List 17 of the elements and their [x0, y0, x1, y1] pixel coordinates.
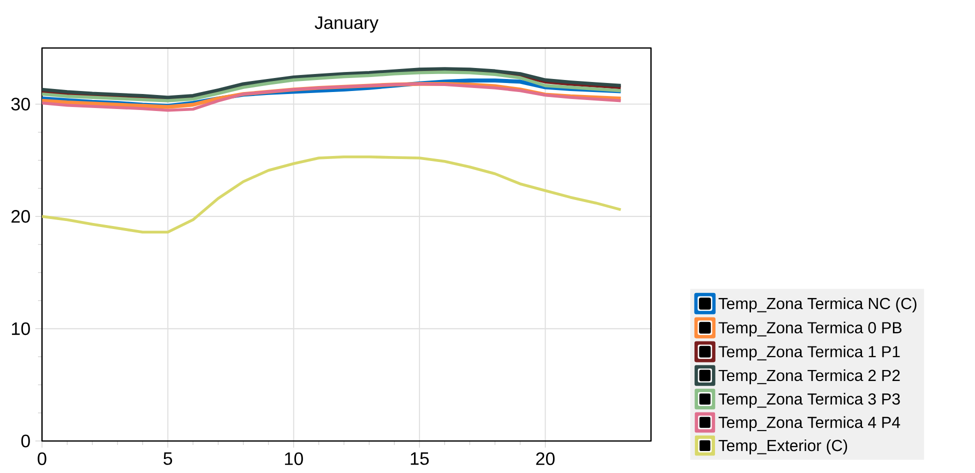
chart-title: January — [314, 16, 378, 33]
legend-label: Temp_Zona Termica 2 P2 — [718, 369, 900, 384]
x-tick-label: 10 — [285, 452, 303, 466]
legend-label: Temp_Zona Termica 0 PB — [718, 322, 902, 337]
x-tick-label: 0 — [38, 452, 46, 466]
y-tick-label: 20 — [12, 210, 30, 223]
legend-label: Temp_Zona Termica 1 P1 — [718, 346, 900, 361]
legend-label: Temp_Zona Termica 3 P3 — [718, 392, 900, 408]
x-tick-label: 20 — [536, 452, 555, 466]
y-tick-label: 10 — [12, 322, 30, 336]
x-tick-label: 15 — [410, 452, 429, 465]
y-tick-label: 0 — [21, 434, 30, 448]
legend-label: Temp_Zona Termica NC (C) — [718, 297, 916, 312]
x-tick-label: 5 — [164, 452, 172, 465]
legend-label: Temp_Zona Termica 4 P4 — [718, 416, 900, 432]
legend-label: Temp_Exterior (C) — [718, 439, 848, 454]
y-tick-label: 30 — [11, 98, 30, 110]
